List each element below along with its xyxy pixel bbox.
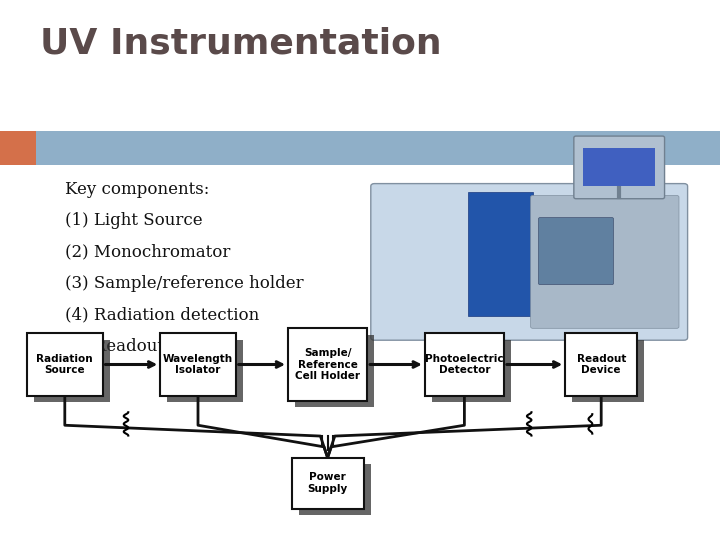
Bar	[299, 464, 371, 515]
Bar	[161, 333, 236, 395]
Text: Readout
Device: Readout Device	[577, 354, 626, 375]
Bar	[0, 131, 36, 165]
Bar	[288, 328, 367, 401]
Bar	[35, 340, 109, 402]
Text: (1) Light Source: (1) Light Source	[65, 212, 202, 229]
Bar	[432, 340, 511, 402]
Text: Key components:: Key components:	[65, 181, 210, 198]
Text: (2) Monochromator: (2) Monochromator	[65, 244, 230, 260]
Bar	[168, 340, 243, 402]
Text: (3) Sample/reference holder: (3) Sample/reference holder	[65, 275, 303, 292]
Bar	[295, 334, 374, 407]
FancyBboxPatch shape	[531, 195, 679, 328]
Text: Radiation
Source: Radiation Source	[37, 354, 93, 375]
Text: Photoelectric
Detector: Photoelectric Detector	[425, 354, 504, 375]
FancyBboxPatch shape	[539, 218, 613, 285]
Text: (5) Readout device: (5) Readout device	[65, 338, 223, 354]
FancyBboxPatch shape	[574, 136, 665, 199]
Text: (4) Radiation detection: (4) Radiation detection	[65, 306, 259, 323]
Text: Wavelength
Isolator: Wavelength Isolator	[163, 354, 233, 375]
Bar	[425, 333, 504, 395]
Bar	[36, 131, 720, 165]
FancyBboxPatch shape	[371, 184, 688, 340]
Bar	[468, 192, 533, 316]
Text: Power
Supply: Power Supply	[307, 472, 348, 494]
Bar	[27, 333, 102, 395]
Bar	[292, 458, 364, 509]
Bar	[583, 148, 655, 186]
Text: Sample/
Reference
Cell Holder: Sample/ Reference Cell Holder	[295, 348, 360, 381]
Bar	[565, 333, 637, 395]
Bar	[572, 340, 644, 402]
Text: UV Instrumentation: UV Instrumentation	[40, 27, 441, 61]
